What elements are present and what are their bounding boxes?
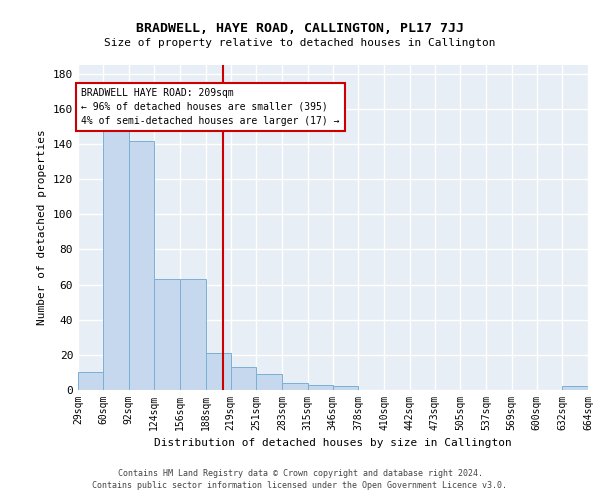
Bar: [332, 386, 358, 390]
Bar: [103, 128, 128, 390]
Text: BRADWELL, HAYE ROAD, CALLINGTON, PL17 7JJ: BRADWELL, HAYE ROAD, CALLINGTON, PL17 7J…: [136, 22, 464, 36]
Bar: [78, 372, 103, 390]
Bar: [206, 353, 230, 390]
Text: Contains HM Land Registry data © Crown copyright and database right 2024.: Contains HM Land Registry data © Crown c…: [118, 468, 482, 477]
Bar: [154, 280, 180, 390]
Bar: [256, 374, 282, 390]
Bar: [180, 280, 206, 390]
Y-axis label: Number of detached properties: Number of detached properties: [37, 130, 47, 326]
Text: Contains public sector information licensed under the Open Government Licence v3: Contains public sector information licen…: [92, 481, 508, 490]
Bar: [230, 367, 256, 390]
Bar: [282, 383, 308, 390]
Text: BRADWELL HAYE ROAD: 209sqm
← 96% of detached houses are smaller (395)
4% of semi: BRADWELL HAYE ROAD: 209sqm ← 96% of deta…: [81, 88, 340, 126]
Text: Size of property relative to detached houses in Callington: Size of property relative to detached ho…: [104, 38, 496, 48]
X-axis label: Distribution of detached houses by size in Callington: Distribution of detached houses by size …: [154, 438, 512, 448]
Bar: [562, 386, 588, 390]
Bar: [308, 384, 332, 390]
Bar: [128, 140, 154, 390]
